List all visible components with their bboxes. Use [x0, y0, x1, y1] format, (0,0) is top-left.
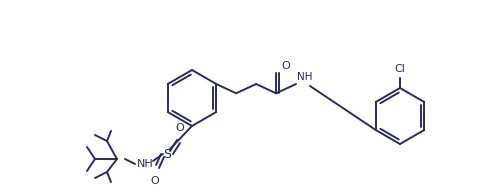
Text: O: O: [151, 176, 159, 186]
Text: O: O: [176, 123, 185, 133]
Text: S: S: [163, 147, 171, 160]
Text: NH: NH: [136, 159, 153, 169]
Text: O: O: [281, 61, 290, 71]
Text: Cl: Cl: [394, 64, 405, 74]
Text: NH: NH: [297, 72, 312, 82]
